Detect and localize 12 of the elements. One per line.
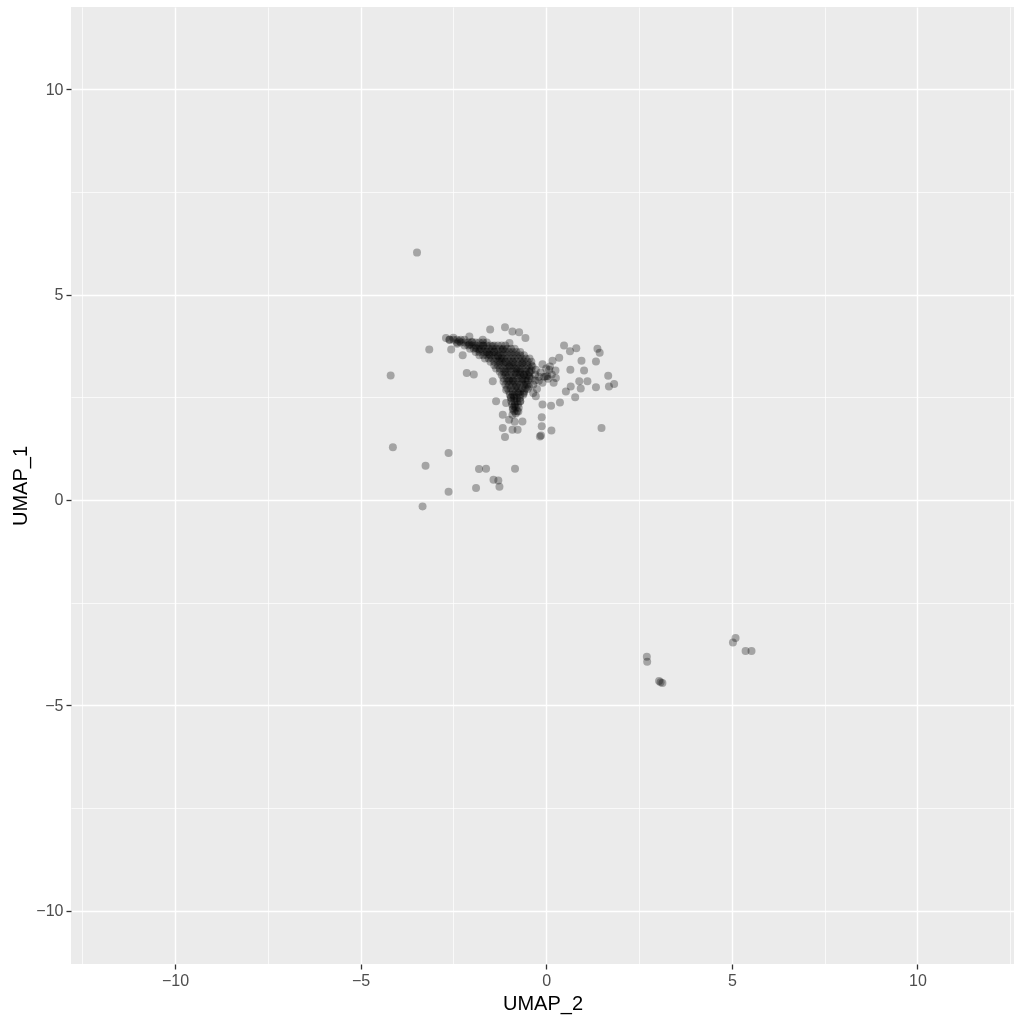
y-axis-title: UMAP_1 bbox=[9, 445, 33, 527]
x-tick-label: 0 bbox=[542, 971, 552, 989]
x-tick-label: 5 bbox=[727, 971, 737, 989]
y-tick-label: 10 bbox=[45, 80, 64, 98]
y-tick-label: 5 bbox=[54, 286, 64, 304]
x-axis-title: UMAP_2 bbox=[502, 991, 584, 1015]
x-tick-label: 10 bbox=[909, 971, 927, 989]
x-tick-label: −5 bbox=[351, 971, 371, 989]
y-tick-label: −10 bbox=[36, 902, 64, 920]
y-tick-label: 0 bbox=[54, 491, 64, 509]
x-tick-label: −10 bbox=[161, 971, 190, 989]
y-tick-label: −5 bbox=[45, 696, 64, 714]
